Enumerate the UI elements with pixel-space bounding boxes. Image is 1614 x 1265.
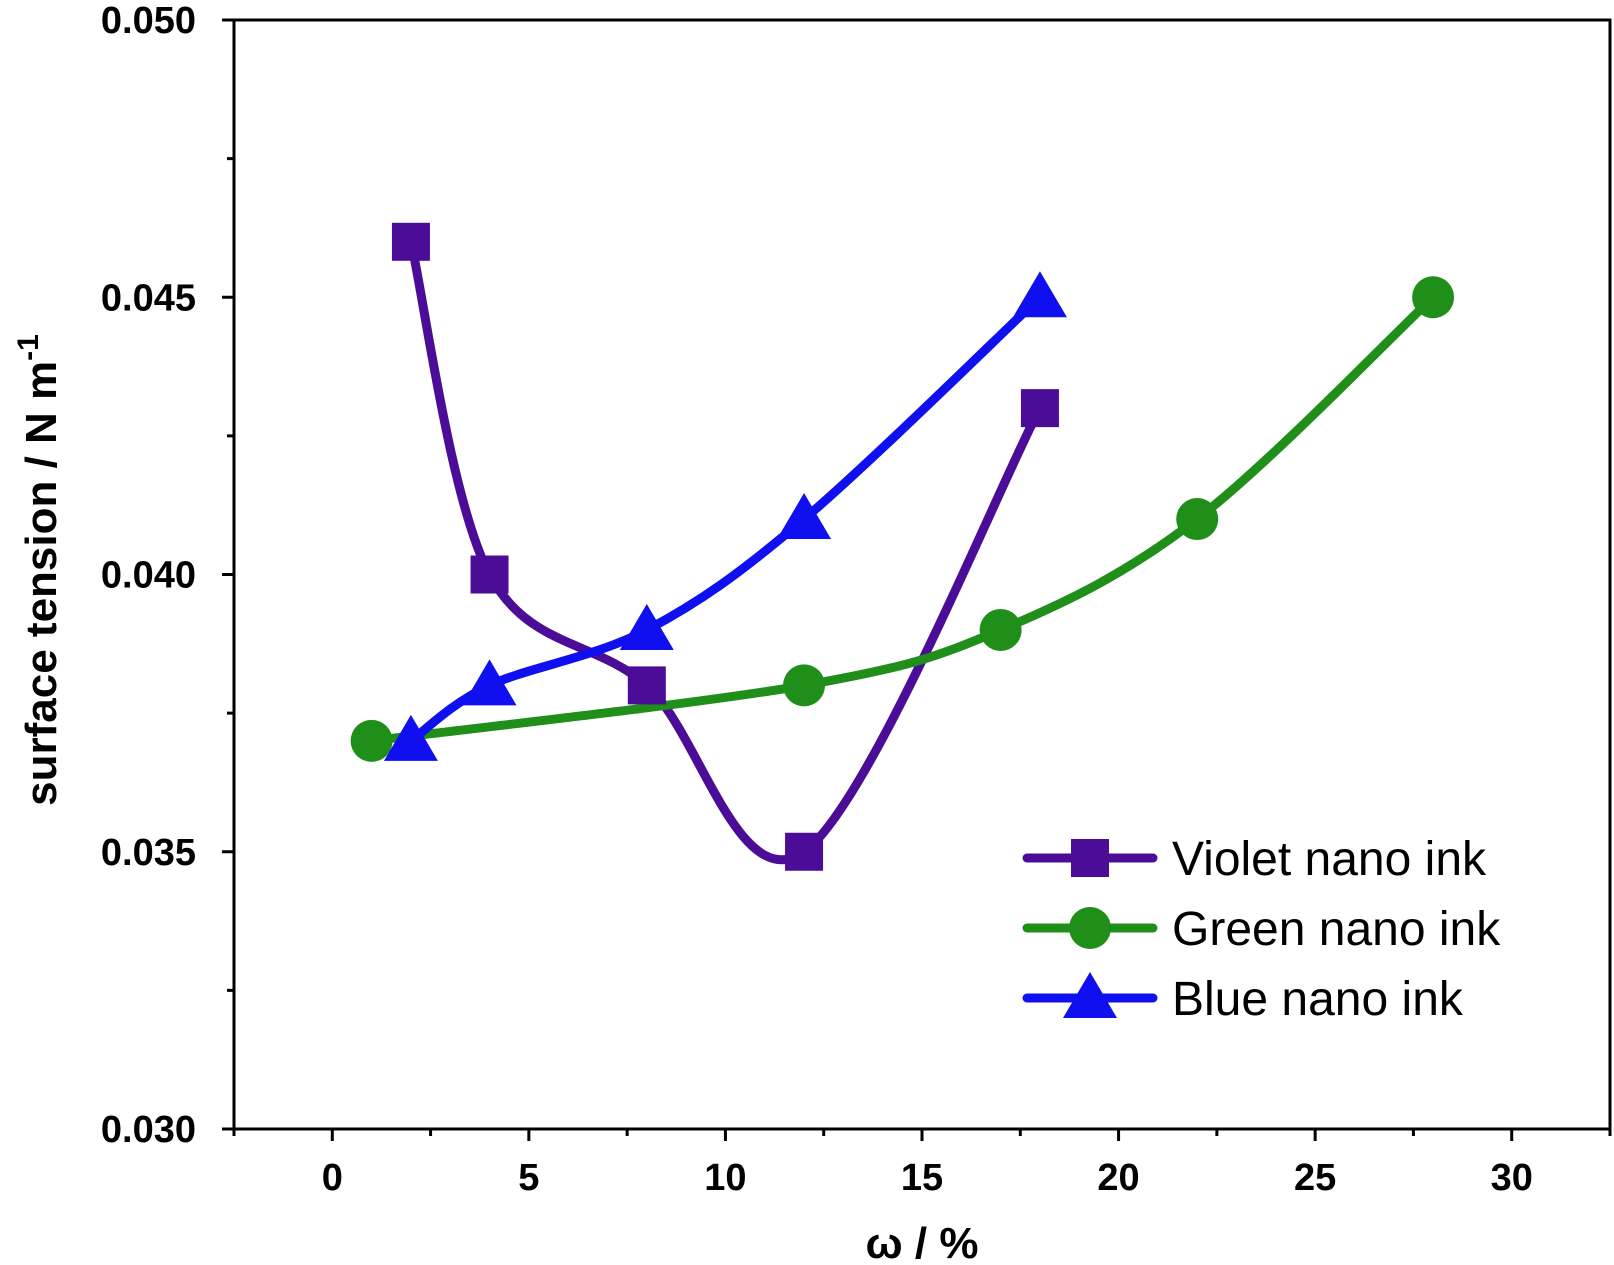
series-line-violet bbox=[406, 237, 1045, 865]
data-point-blue bbox=[1012, 271, 1067, 318]
data-point-violet bbox=[391, 222, 430, 261]
series-line-blue bbox=[406, 292, 1045, 746]
data-point-green bbox=[1176, 498, 1219, 541]
data-point-green bbox=[979, 608, 1022, 651]
data-point-blue bbox=[383, 714, 438, 761]
y-tick-label: 0.035 bbox=[101, 832, 196, 874]
data-point-green bbox=[783, 664, 826, 707]
series-lines bbox=[367, 237, 1438, 865]
x-tick-label: 20 bbox=[1097, 1157, 1139, 1199]
x-axis: 0 5 10 15 20 25 30 bbox=[232, 1129, 1612, 1199]
legend-label-violet: Violet nano ink bbox=[1172, 833, 1487, 886]
y-tick-label: 0.030 bbox=[101, 1109, 196, 1151]
x-tick-label: 0 bbox=[322, 1157, 343, 1199]
legend-marker-blue bbox=[1063, 972, 1117, 1018]
data-point-green bbox=[1412, 276, 1455, 319]
x-tick-label: 10 bbox=[704, 1157, 746, 1199]
x-tick-label: 30 bbox=[1491, 1157, 1533, 1199]
plot-frame bbox=[232, 18, 1612, 1131]
y-tick-label: 0.045 bbox=[101, 277, 196, 319]
y-axis: 0.030 0.035 0.040 0.045 0.050 bbox=[101, 0, 234, 1151]
legend-label-blue: Blue nano ink bbox=[1172, 973, 1464, 1026]
y-tick-label: 0.050 bbox=[101, 0, 196, 42]
legend-label-green: Green nano ink bbox=[1172, 903, 1501, 956]
x-tick-label: 25 bbox=[1294, 1157, 1336, 1199]
y-tick-label: 0.040 bbox=[101, 555, 196, 597]
x-tick-label: 15 bbox=[901, 1157, 943, 1199]
data-point-violet bbox=[1020, 389, 1059, 428]
legend-marker-green bbox=[1069, 907, 1111, 949]
data-point-violet bbox=[627, 666, 666, 705]
data-point-blue bbox=[777, 493, 832, 540]
y-axis-title-main: surface tension / N m bbox=[17, 361, 66, 806]
y-axis-title: surface tension / N m-1 bbox=[12, 334, 66, 806]
y-axis-title-superscript: -1 bbox=[12, 334, 45, 361]
legend-marker-violet bbox=[1071, 839, 1109, 877]
data-point-violet bbox=[785, 832, 824, 871]
data-point-green bbox=[350, 719, 393, 762]
data-point-blue bbox=[462, 659, 517, 706]
data-point-violet bbox=[470, 555, 509, 594]
x-axis-title: ω / % bbox=[866, 1219, 979, 1265]
legend: Violet nano ink Green nano ink Blue nano i… bbox=[1022, 833, 1501, 1026]
x-tick-label: 5 bbox=[518, 1157, 539, 1199]
data-point-blue bbox=[619, 603, 674, 650]
series-markers bbox=[350, 222, 1455, 871]
